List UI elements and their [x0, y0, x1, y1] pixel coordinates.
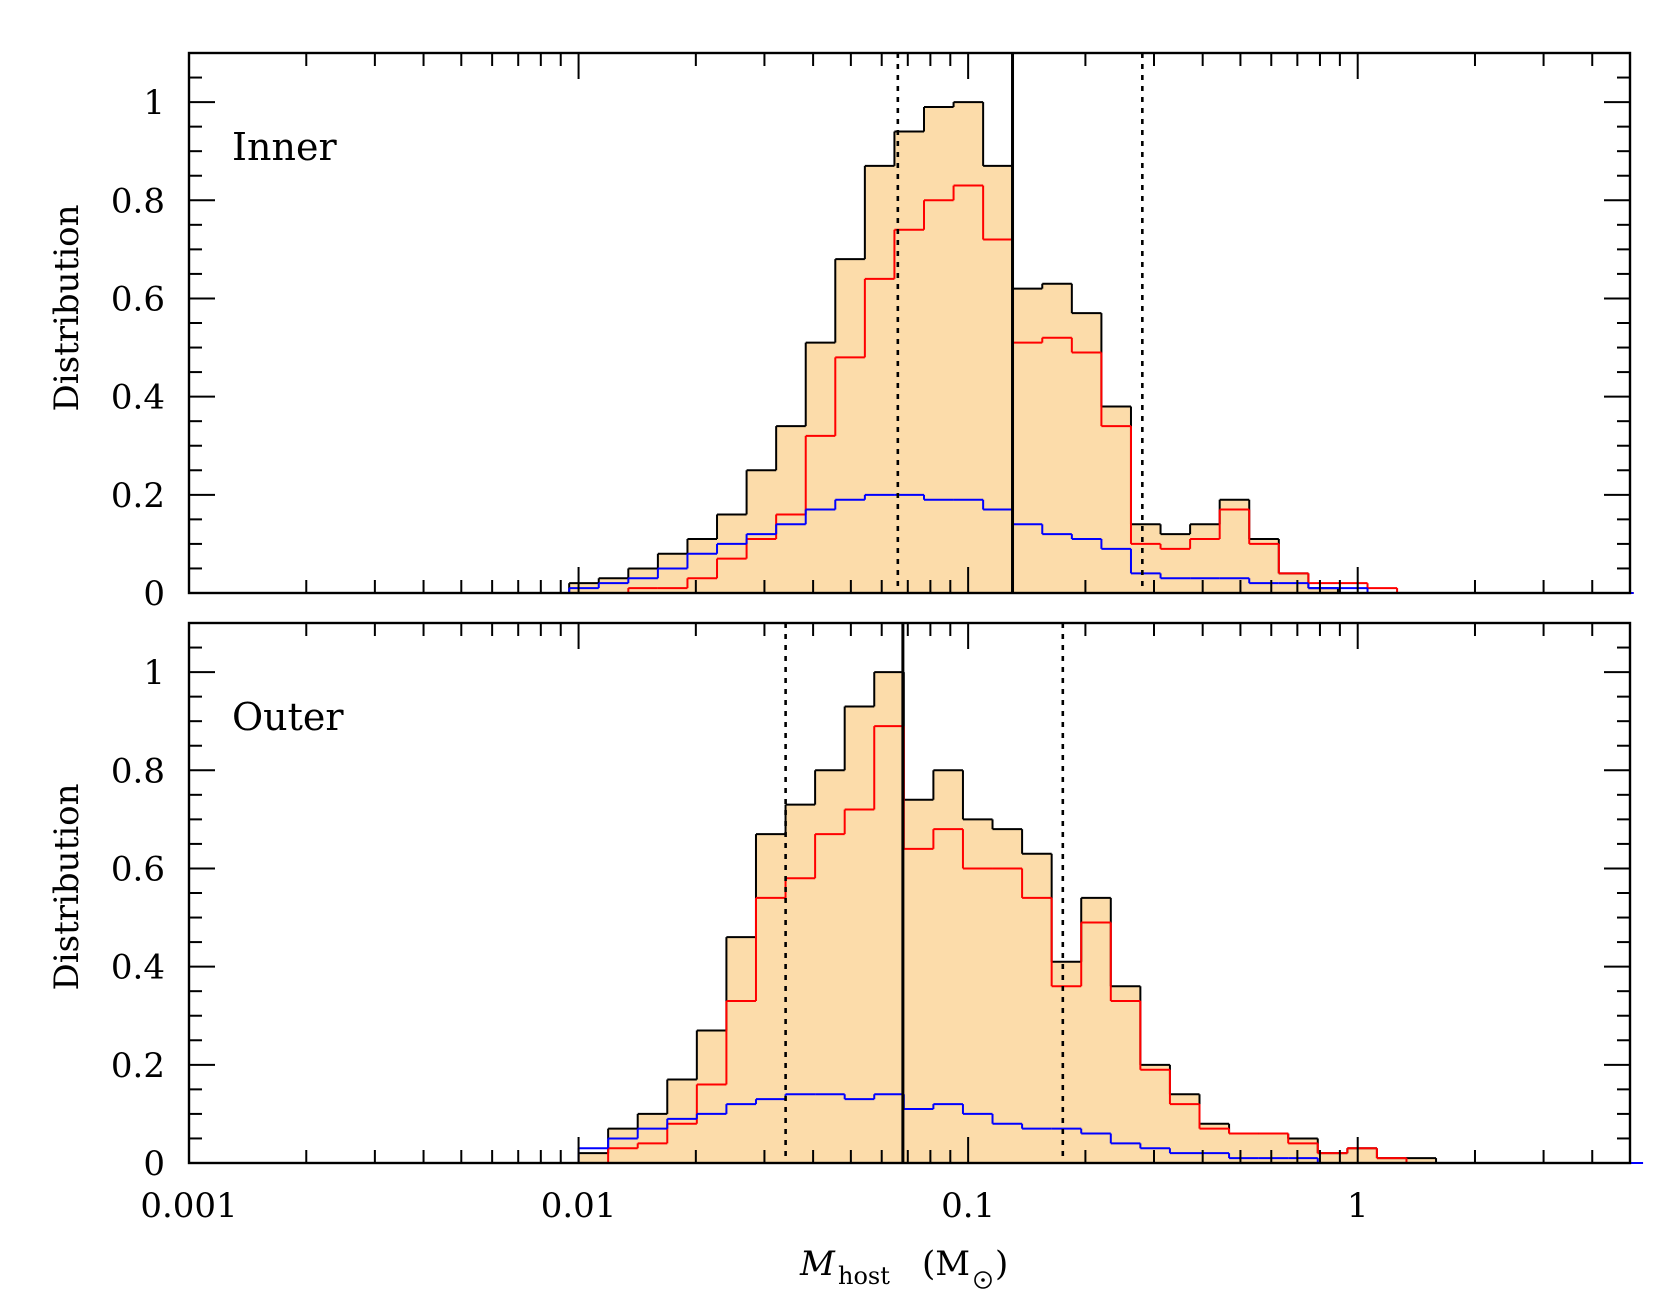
x-axis-title: M host (M ): [799, 1244, 1008, 1290]
outer-reference-lines: [784, 623, 1065, 1163]
y-tick-label: 0.6: [111, 849, 165, 889]
y-tick-label: 0.2: [111, 1046, 165, 1086]
inner-reference-lines: [896, 53, 1144, 593]
panel-inner: 0 0.2 0.4 0.6 0.8 1 Inner Distribution: [47, 51, 1634, 614]
outer-series-red: [578, 725, 1644, 1164]
y-tick-label: 0: [143, 574, 165, 614]
y-tick-label: 1: [143, 653, 165, 693]
outer-tick-marks: [188, 622, 1631, 1164]
panel-outer: 00.20.40.60.81 Outer Distribution 0.001 0…: [47, 621, 1644, 1226]
y-tick-label: 0.4: [111, 948, 165, 988]
inner-y-tick-labels: 0 0.2 0.4 0.6 0.8 1: [111, 83, 165, 614]
y-axis-title-inner: Distribution: [47, 205, 87, 412]
x-axis-title-unit-close: ): [995, 1244, 1008, 1284]
inner-tick-marks: [188, 52, 1631, 594]
y-tick-label: 0.8: [111, 181, 165, 221]
y-tick-label: 0: [143, 1144, 165, 1184]
x-axis-title-symbol: M: [799, 1244, 836, 1284]
y-tick-label: 0.4: [111, 378, 165, 418]
x-axis-title-subscript: host: [838, 1262, 890, 1290]
outer-histogram-fill: [578, 672, 1644, 1163]
x-tick-labels: 0.001 0.01 0.1 1: [140, 1186, 1368, 1226]
inner-histogram-fill: [539, 102, 1634, 593]
y-tick-label: 0.8: [111, 751, 165, 791]
x-tick-label: 0.01: [541, 1186, 617, 1226]
sun-symbol-icon: [974, 1271, 992, 1289]
y-axis-title-outer: Distribution: [47, 784, 87, 991]
sun-symbol-dot: [981, 1278, 985, 1282]
y-tick-label: 0.6: [111, 279, 165, 319]
panel-label-outer: Outer: [232, 695, 344, 739]
y-tick-label: 1: [143, 83, 165, 123]
outer-y-tick-labels: 0 0.2 0.4 0.6 0.8 1: [111, 653, 165, 1184]
x-tick-label: 0.001: [140, 1186, 237, 1226]
x-axis-title-unit-open: (M: [922, 1244, 970, 1284]
y-tick-label: 0.2: [111, 476, 165, 516]
panel-label-inner: Inner: [232, 125, 337, 169]
inner-series-blue: [539, 493, 1634, 594]
x-tick-label: 0.1: [941, 1186, 995, 1226]
x-tick-label: 1: [1347, 1186, 1369, 1226]
